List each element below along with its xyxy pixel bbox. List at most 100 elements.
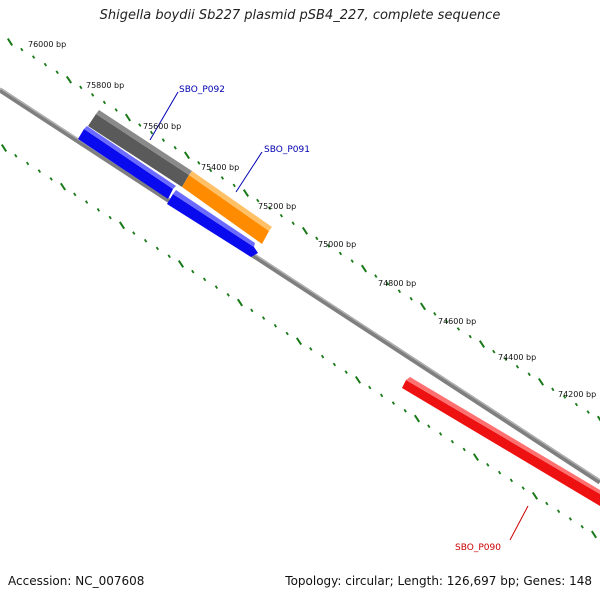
minor-tick	[368, 385, 372, 390]
minor-tick	[486, 463, 490, 467]
minor-tick	[261, 316, 266, 320]
leader-sbo-p090	[509, 505, 529, 541]
gene-arrow-sbo-p091[interactable]	[167, 194, 258, 257]
major-tick	[596, 415, 600, 422]
minor-tick	[497, 470, 502, 475]
leader-sbo-p091	[235, 151, 263, 193]
major-tick	[301, 226, 309, 235]
gene-arrow-sbo-p090-top	[406, 377, 600, 494]
tick-label: 75800 bp	[86, 81, 124, 90]
minor-tick	[309, 347, 313, 351]
minor-tick	[250, 308, 254, 313]
major-tick	[537, 377, 545, 386]
minor-tick	[114, 108, 118, 112]
gene-arrow-sbo-p091-top	[173, 190, 255, 247]
minor-tick	[285, 331, 289, 336]
accession-label: Accession: NC_007608	[8, 574, 145, 588]
minor-tick	[73, 192, 77, 197]
minor-tick	[521, 486, 525, 490]
feature-gray-top	[96, 110, 192, 175]
feature-orange[interactable]	[182, 175, 269, 244]
map-title: Shigella boydii Sb227 plasmid pSB4_227, …	[99, 8, 501, 23]
major-tick	[177, 260, 185, 268]
tick-label: 74400 bp	[498, 353, 536, 362]
minor-tick	[14, 153, 18, 158]
minor-tick	[208, 168, 213, 173]
sequence-summary: Topology: circular; Length: 126,697 bp; …	[285, 574, 592, 588]
major-tick	[236, 298, 244, 307]
minor-tick	[456, 327, 461, 331]
minor-tick	[503, 357, 508, 361]
minor-tick	[167, 254, 171, 259]
minor-tick	[55, 70, 59, 75]
sequence-backbone	[0, 87, 600, 485]
major-tick	[413, 414, 421, 423]
major-tick	[295, 337, 303, 346]
major-tick	[354, 375, 362, 384]
gene-label-sbo-p091[interactable]: SBO_P091	[264, 145, 310, 155]
minor-tick	[143, 238, 148, 243]
minor-tick	[397, 289, 402, 294]
minor-tick	[462, 447, 466, 452]
minor-tick	[574, 402, 579, 407]
minor-tick	[267, 206, 272, 210]
minor-tick	[214, 285, 219, 289]
minor-tick	[161, 138, 166, 142]
feature-orange-top	[189, 171, 272, 231]
major-tick	[6, 38, 14, 46]
major-tick	[531, 491, 539, 500]
minor-tick	[220, 176, 225, 180]
leader-sbo-p092	[149, 91, 179, 141]
minor-tick	[509, 478, 514, 483]
tick-label: 76000 bp	[28, 40, 66, 49]
minor-tick	[31, 55, 36, 59]
minor-tick	[132, 231, 136, 235]
minor-tick	[450, 439, 455, 444]
gene-label-sbo-p090[interactable]: SBO_P090	[455, 543, 501, 553]
minor-tick	[197, 161, 201, 165]
minor-tick	[155, 246, 160, 251]
outer-tick-ring	[6, 38, 600, 422]
minor-tick	[344, 370, 348, 374]
minor-tick	[515, 364, 520, 369]
major-tick	[0, 144, 8, 152]
gene-arrow-sbo-p090[interactable]	[402, 380, 600, 506]
feature-gray[interactable]	[88, 114, 189, 187]
gene-arrow-sbo-p092-top	[84, 126, 176, 189]
minor-tick	[551, 387, 555, 392]
major-tick	[242, 189, 250, 197]
major-tick	[124, 113, 132, 122]
minor-tick	[232, 183, 236, 188]
minor-tick	[580, 524, 584, 529]
minor-tick	[96, 208, 101, 212]
minor-tick	[403, 408, 407, 413]
tick-label: 74800 bp	[378, 279, 416, 288]
minor-tick	[79, 85, 83, 90]
minor-tick	[427, 424, 431, 429]
minor-tick	[391, 401, 396, 405]
minor-tick	[527, 372, 531, 377]
minor-tick	[444, 319, 449, 324]
major-tick	[59, 182, 67, 191]
tick-label: 75200 bp	[258, 202, 296, 211]
minor-tick	[90, 93, 95, 97]
tick-label: 75400 bp	[201, 163, 239, 172]
minor-tick	[149, 130, 154, 135]
minor-tick	[338, 251, 343, 256]
minor-tick	[438, 432, 443, 436]
minor-tick	[191, 269, 195, 274]
minor-tick	[562, 395, 567, 399]
gene-arrow-sbo-p092[interactable]	[78, 129, 173, 199]
minor-tick	[20, 47, 24, 52]
minor-tick	[226, 293, 230, 297]
minor-tick	[379, 393, 384, 398]
major-tick	[472, 453, 480, 462]
minor-tick	[173, 145, 177, 150]
major-tick	[478, 340, 486, 348]
major-tick	[590, 530, 598, 539]
gene-label-sbo-p092[interactable]: SBO_P092	[179, 85, 225, 95]
minor-tick	[556, 509, 561, 514]
minor-tick	[102, 100, 107, 105]
minor-tick	[433, 312, 437, 316]
minor-tick	[326, 244, 331, 248]
